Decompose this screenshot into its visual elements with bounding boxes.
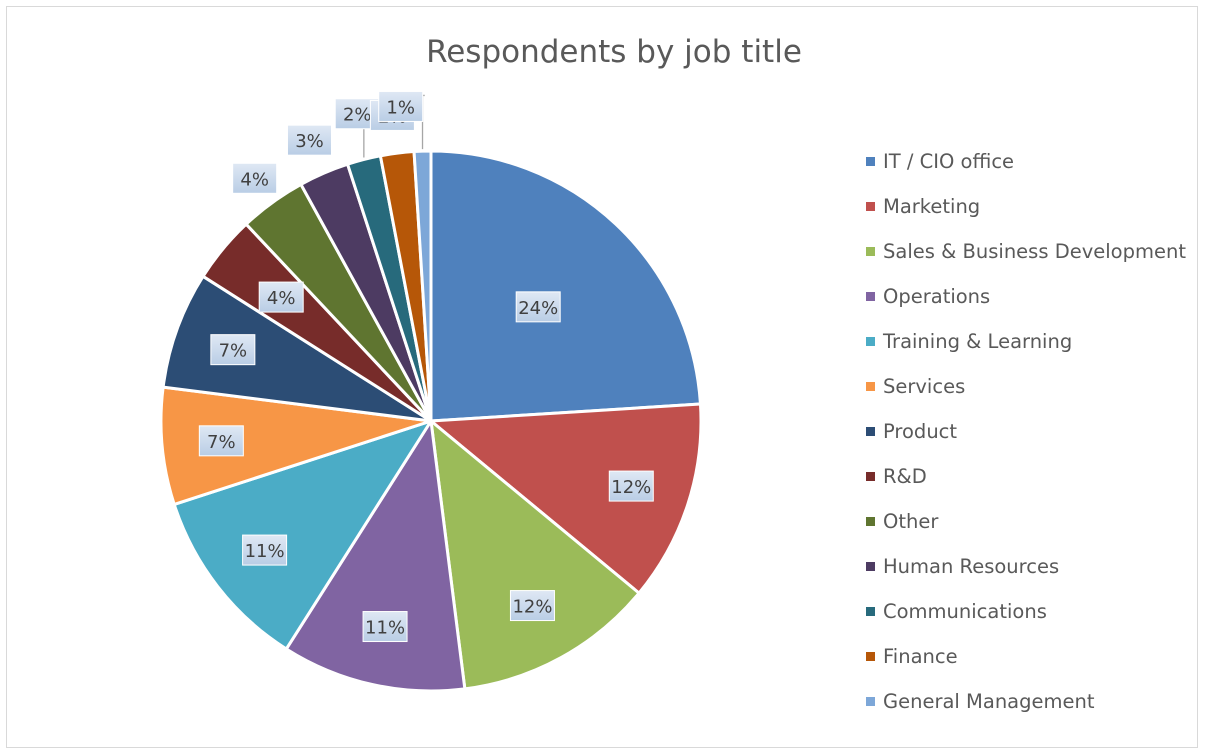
pie-slice-operations xyxy=(284,419,467,693)
legend-label: IT / CIO office xyxy=(883,150,1015,173)
legend-item-communications: Communications xyxy=(866,589,1186,634)
legend-label: Human Resources xyxy=(883,555,1060,578)
legend-item-marketing: Marketing xyxy=(866,184,1186,229)
legend-label: Product xyxy=(883,420,958,443)
legend-item-it-cio-office: IT / CIO office xyxy=(866,139,1186,184)
legend-swatch xyxy=(866,292,875,301)
legend-label: Communications xyxy=(883,600,1047,623)
data-label-box xyxy=(258,281,304,313)
data-label-box xyxy=(210,334,256,366)
legend-swatch xyxy=(866,382,875,391)
data-label-sales-business-development: 12% xyxy=(512,597,552,618)
data-label-general-management: 1% xyxy=(386,97,415,118)
data-label-marketing: 12% xyxy=(611,477,651,498)
data-label-box xyxy=(509,590,555,622)
legend-swatch xyxy=(866,427,875,436)
legend-label: Finance xyxy=(883,645,958,668)
data-label-box xyxy=(286,124,332,156)
legend-label: Training & Learning xyxy=(883,330,1073,353)
legend-item-sales-business-development: Sales & Business Development xyxy=(866,229,1186,274)
legend-label: Sales & Business Development xyxy=(883,240,1186,263)
pie-slice-training-learning xyxy=(172,419,433,651)
data-label-other: 4% xyxy=(240,169,269,190)
legend-item-other: Other xyxy=(866,499,1186,544)
legend-label: Other xyxy=(883,510,939,533)
legend-swatch xyxy=(866,562,875,571)
data-label-box xyxy=(232,162,278,194)
legend-item-services: Services xyxy=(866,364,1186,409)
legend-item-general-management: General Management xyxy=(866,679,1186,724)
data-label-services: 7% xyxy=(207,432,236,453)
legend-label: General Management xyxy=(883,690,1095,713)
legend-swatch xyxy=(866,247,875,256)
legend-swatch xyxy=(866,652,875,661)
legend-swatch xyxy=(866,607,875,616)
legend-item-human-resources: Human Resources xyxy=(866,544,1186,589)
legend-label: R&D xyxy=(883,465,927,488)
legend-swatch xyxy=(866,697,875,706)
pie-slice-it-cio-office xyxy=(429,149,702,423)
legend-swatch xyxy=(866,517,875,526)
legend-swatch xyxy=(866,472,875,481)
legend-item-training-learning: Training & Learning xyxy=(866,319,1186,364)
pie-slice-general-management xyxy=(412,149,433,423)
data-label-product: 7% xyxy=(219,341,248,362)
legend-label: Operations xyxy=(883,285,991,308)
legend-item-product: Product xyxy=(866,409,1186,454)
pie-slice-marketing xyxy=(429,402,703,595)
pie-slice-services xyxy=(159,385,433,506)
legend-item-r-d: R&D xyxy=(866,454,1186,499)
legend-item-operations: Operations xyxy=(866,274,1186,319)
data-label-training-learning: 11% xyxy=(245,541,285,562)
data-label-communications: 2% xyxy=(343,105,372,126)
pie-slice-sales-business-development xyxy=(429,419,641,691)
data-label-box xyxy=(362,611,408,643)
data-label-box xyxy=(608,470,654,502)
legend-label: Marketing xyxy=(883,195,981,218)
legend: IT / CIO office Marketing Sales & Business… xyxy=(866,139,1186,724)
legend-swatch xyxy=(866,202,875,211)
data-label-box xyxy=(198,425,244,457)
legend-item-finance: Finance xyxy=(866,634,1186,679)
legend-swatch xyxy=(866,157,875,166)
chart-title: Respondents by job title xyxy=(426,34,802,70)
data-label-box xyxy=(378,90,424,122)
data-label-box xyxy=(515,291,561,323)
pie-slices xyxy=(159,149,703,693)
data-label-it-cio-office: 24% xyxy=(518,298,558,319)
data-label-r-d: 4% xyxy=(267,288,296,309)
data-label-box xyxy=(242,534,288,566)
pie-slice-product xyxy=(161,274,433,423)
legend-swatch xyxy=(866,337,875,346)
data-labels: 24%12%12%11%11%7%7%4%4%3%2%2%1% xyxy=(198,90,654,643)
data-label-operations: 11% xyxy=(365,618,405,639)
data-label-human-resources: 3% xyxy=(295,131,324,152)
legend-label: Services xyxy=(883,375,966,398)
